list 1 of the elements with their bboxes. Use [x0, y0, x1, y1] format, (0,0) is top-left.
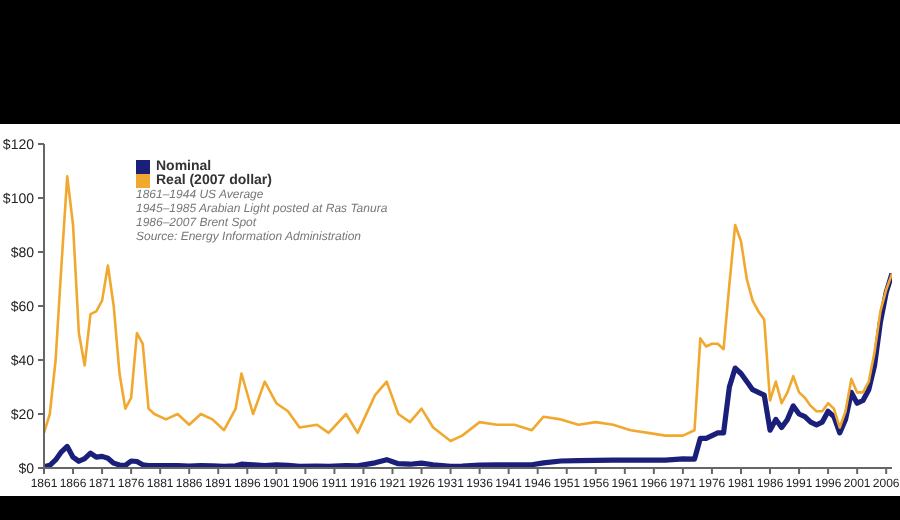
line-series — [44, 175, 892, 443]
